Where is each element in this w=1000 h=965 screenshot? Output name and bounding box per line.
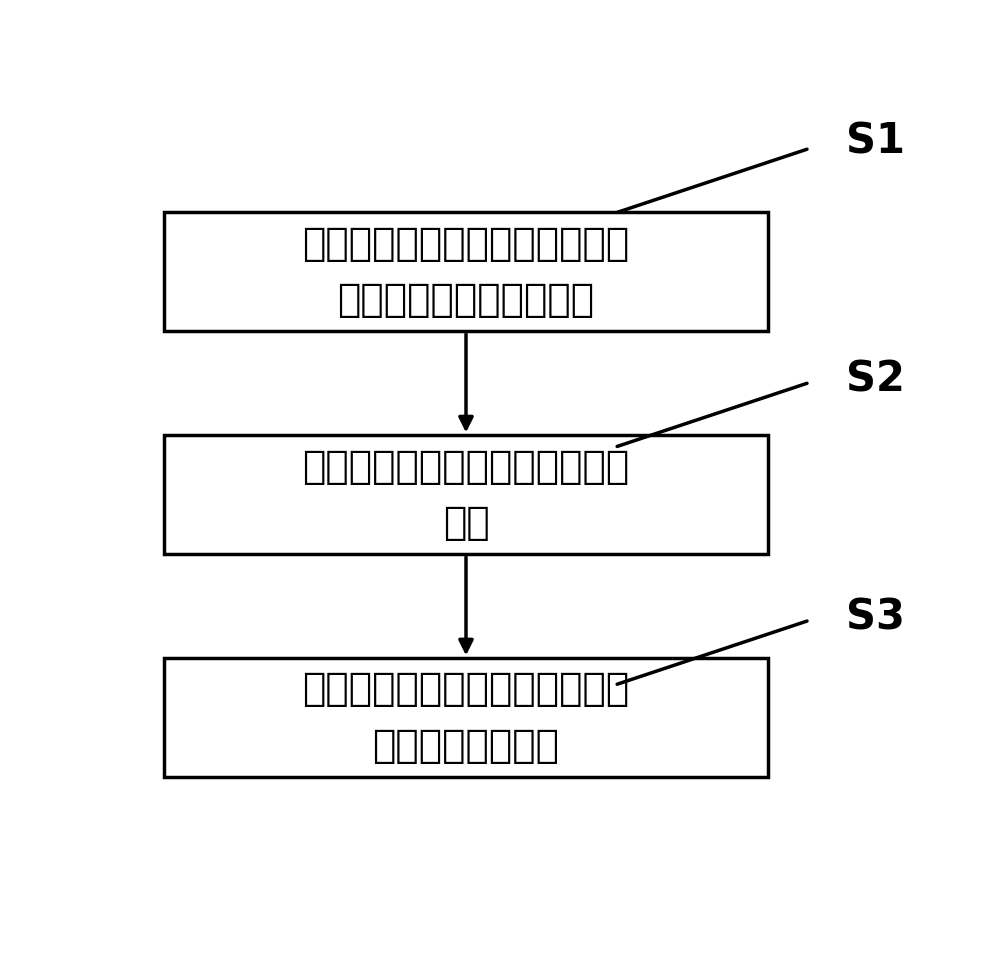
Bar <box>164 212 768 331</box>
Text: S1: S1 <box>846 121 905 163</box>
Text: 所述口腔机器人进入口腔内，所: 所述口腔机器人进入口腔内，所 <box>302 225 630 262</box>
Text: 述支撑组件在口腔内支撑: 述支撑组件在口腔内支撑 <box>337 281 595 319</box>
Text: 行医疗手术及操作: 行医疗手术及操作 <box>372 727 560 765</box>
Text: 所述手术臂根据口腔内的影像进: 所述手术臂根据口腔内的影像进 <box>302 671 630 708</box>
Text: 影像: 影像 <box>443 504 489 542</box>
Text: S3: S3 <box>846 596 905 639</box>
Text: S2: S2 <box>846 359 905 400</box>
Bar <box>164 658 768 777</box>
Bar <box>164 435 768 554</box>
Text: 所述影像获取装置拍摄口腔内的: 所述影像获取装置拍摄口腔内的 <box>302 448 630 485</box>
